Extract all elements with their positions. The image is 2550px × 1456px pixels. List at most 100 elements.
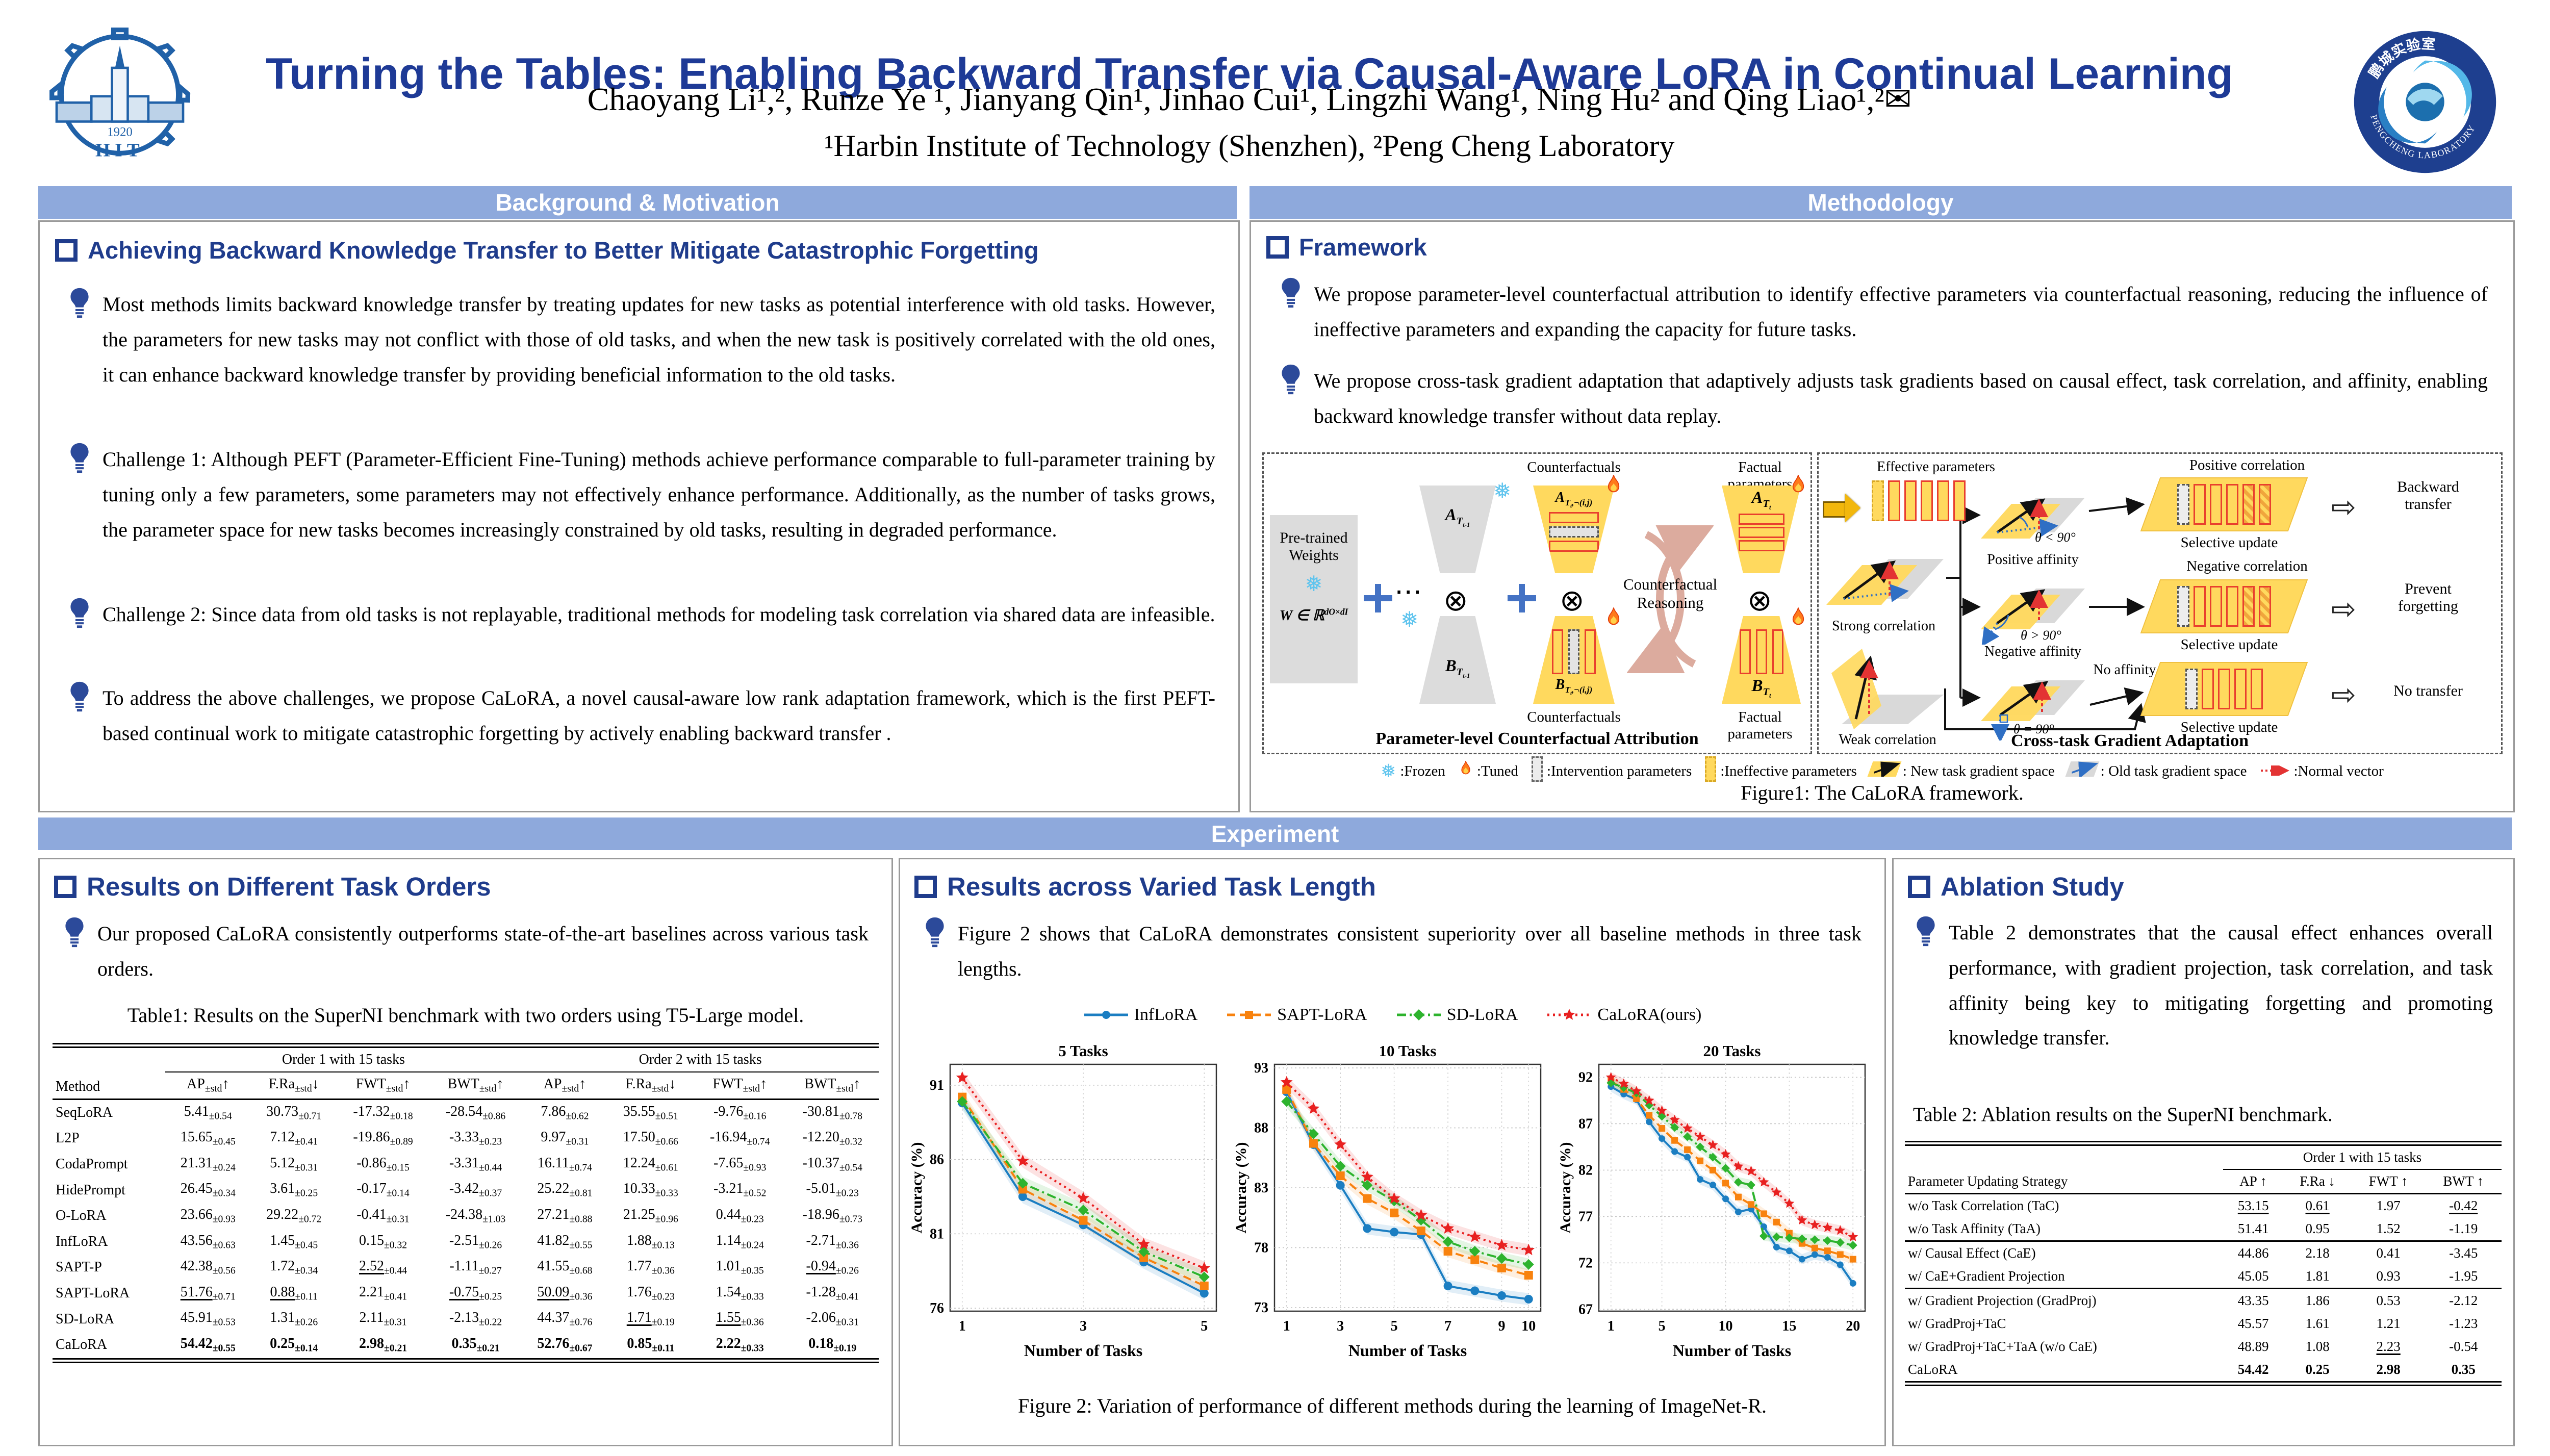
table-cell: 43.56±0.63 (165, 1229, 251, 1255)
parameter-bar (1738, 513, 1784, 525)
counterfactual-attribution-box: Pre-trained Weights ❅ W ∈ ℝdO×dI ⋯ ATt-1… (1262, 452, 1812, 754)
table-cell: 0.88±0.11 (251, 1281, 337, 1307)
cell-std: ±0.51 (655, 1111, 678, 1122)
table-cell: -18.96±0.73 (786, 1203, 879, 1229)
table-cell: 1.88±0.13 (608, 1229, 694, 1255)
cell-std: ±0.41 (295, 1136, 318, 1147)
svg-text:1: 1 (1283, 1318, 1290, 1334)
table-cell: 17.50±0.66 (608, 1126, 694, 1152)
cell-std: ±0.33 (741, 1343, 764, 1354)
table-cell: 21.25±0.96 (608, 1203, 694, 1229)
table-cell: 44.86 (2223, 1241, 2284, 1265)
table-cell: 1.71±0.19 (608, 1306, 694, 1332)
table-cell: 1.97 (2352, 1194, 2426, 1218)
table-cell: 0.25±0.14 (251, 1332, 337, 1361)
cell-value: -16.94 (710, 1129, 747, 1145)
legend-item: :Normal vector (2260, 761, 2384, 780)
table-cell: 1.72±0.34 (251, 1255, 337, 1281)
positive-affinity-label: Positive affinity (1987, 552, 2079, 568)
cell-value: -3.33 (449, 1129, 479, 1145)
table-cell: -28.54±0.86 (429, 1099, 522, 1126)
lora-a-counterfactual: ATt,¬(i,j) (1533, 486, 1615, 573)
framework-legend: ❅:Frozen:Tuned:Intervention parameters:I… (1251, 756, 2513, 786)
cell-value: 0.44 (716, 1206, 741, 1222)
cell-std: ±0.74 (747, 1136, 770, 1147)
table-subheader-row: AP±std↑ F.Ra±std↓ FWT±std↑ BWT±std↑ AP±std↑ F… (53, 1072, 879, 1100)
cell-std: ±0.63 (212, 1240, 236, 1251)
input-arrow-icon (1823, 494, 1860, 522)
cell-std: ±0.78 (839, 1111, 862, 1122)
svg-text:5: 5 (1201, 1318, 1208, 1334)
ablation-table: Parameter Updating Strategy Order 1 with … (1905, 1141, 2502, 1386)
cell-value: 2.22 (716, 1335, 741, 1351)
table-cell: 5.41±0.54 (165, 1099, 251, 1126)
table-cell: 1.76±0.23 (608, 1281, 694, 1307)
table-cell: 0.85±0.11 (608, 1332, 694, 1361)
table-cell: -0.41±0.31 (337, 1203, 429, 1229)
method-name: InfLoRA (56, 1233, 108, 1249)
cell-value: -19.86 (353, 1129, 390, 1145)
cell-std: ±0.45 (212, 1136, 236, 1147)
column-header: Parameter Updating Strategy (1905, 1143, 2223, 1194)
cell-value: 2.21 (359, 1284, 384, 1300)
parameter-bar (2194, 484, 2206, 525)
table-cell: 27.21±0.88 (522, 1203, 607, 1229)
lora-a-prev: ATt-1 (1419, 486, 1496, 573)
background-bullet-1: Most methods limits backward knowledge t… (68, 287, 1215, 392)
svg-text:5: 5 (1659, 1318, 1666, 1334)
cell-std: ±0.21 (384, 1343, 407, 1354)
lightbulb-icon (1279, 277, 1303, 347)
selected-bar (2259, 586, 2271, 627)
cell-value: 2.52 (359, 1258, 384, 1274)
cell-value: 1.88 (626, 1232, 652, 1248)
table-cell: -10.37±0.54 (786, 1152, 879, 1178)
cell-value: -1.19 (2449, 1221, 2478, 1236)
table-row: L2P 15.65±0.45 7.12±0.41 -19.86±0.89 -3.33±0… (53, 1126, 879, 1152)
table-cell: 41.82±0.55 (522, 1229, 607, 1255)
series-name: InfLoRA (1134, 1005, 1198, 1024)
cell-std: ±0.54 (209, 1111, 232, 1122)
cell-std: ±0.36 (835, 1240, 859, 1251)
cell-value: -3.21 (713, 1181, 744, 1197)
svg-text:73: 73 (1254, 1300, 1268, 1316)
table-cell: -2.51±0.26 (429, 1229, 522, 1255)
table-cell: -7.65±0.93 (694, 1152, 786, 1178)
chart-legend-item: InfLoRA (1083, 1005, 1198, 1025)
cell-value: -12.20 (802, 1129, 839, 1145)
table-cell: 1.55±0.36 (694, 1306, 786, 1332)
cell-value: 0.95 (2305, 1221, 2330, 1236)
cell-value: 43.35 (2237, 1293, 2269, 1308)
cell-value: 0.41 (2376, 1245, 2401, 1261)
cell-std: ±0.31 (384, 1317, 407, 1328)
lightbulb-icon (63, 916, 86, 987)
series-name: SAPT-LoRA (1277, 1005, 1367, 1024)
column-header: F.Ra±std↓ (250, 1072, 337, 1100)
cell-value: 45.05 (2237, 1268, 2269, 1284)
cell-value: -1.28 (806, 1284, 836, 1300)
cell-value: 0.53 (2376, 1293, 2401, 1308)
strong-correlation-label: Strong correlation (1832, 618, 1935, 634)
table-row: w/o Task Affinity (TaA) 51.41 0.95 1.52 -1.1… (1905, 1217, 2502, 1242)
cell-value: 53.15 (2237, 1198, 2269, 1213)
cell-value: 51.76 (180, 1284, 213, 1300)
svg-text:5: 5 (1391, 1318, 1398, 1334)
cell-std: ±0.23 (651, 1291, 675, 1302)
table-cell: 30.73±0.71 (251, 1099, 337, 1126)
table-cell: 1.01±0.35 (694, 1255, 786, 1281)
table-cell: 23.66±0.93 (165, 1203, 251, 1229)
cell-std: ±0.86 (482, 1111, 506, 1122)
square-bullet-icon (1266, 236, 1289, 259)
svg-text:10: 10 (1521, 1318, 1536, 1334)
cell-std: ±0.35 (741, 1265, 764, 1276)
cell-std: ±1.03 (482, 1214, 506, 1225)
counterfactual-reasoning-label: Counterfactual Reasoning (1623, 575, 1718, 611)
cell-value: 0.25 (2305, 1362, 2330, 1377)
parameter-bar (2234, 669, 2247, 709)
cell-value: -0.75 (449, 1284, 479, 1300)
table-cell: -2.12 (2425, 1289, 2502, 1313)
cell-std: ±0.74 (569, 1162, 592, 1173)
method-name: L2P (56, 1130, 80, 1146)
table-cell: 48.89 (2223, 1335, 2284, 1358)
table-cell: -24.38±1.03 (429, 1203, 522, 1229)
ablation-panel: Ablation Study Table 2 demonstrates that… (1892, 858, 2515, 1446)
